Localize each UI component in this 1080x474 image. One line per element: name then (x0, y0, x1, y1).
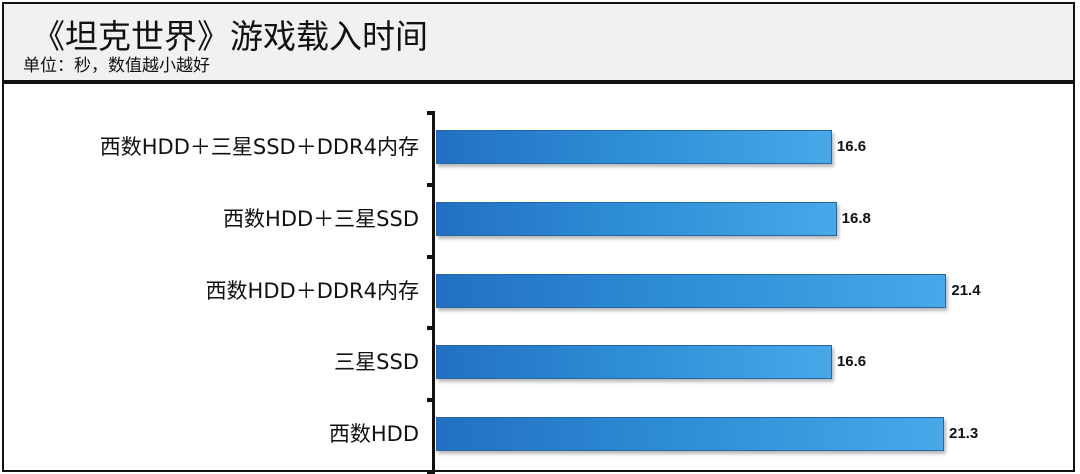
data-label: 16.6 (836, 138, 867, 155)
bar (436, 345, 832, 380)
category-label: 西数HDD＋三星SSD＋DDR4内存 (99, 135, 419, 159)
category-label: 西数HDD＋三星SSD (223, 206, 419, 231)
y-axis-tick (427, 111, 435, 115)
chart-subtitle: 单位：秒，数值越小越好 (23, 56, 210, 76)
y-axis-tick (427, 326, 435, 331)
bar (436, 130, 832, 164)
category-label: 西数HDD (328, 422, 419, 447)
data-label: 16.8 (841, 209, 871, 227)
y-axis-line (432, 111, 435, 471)
bar (436, 273, 947, 308)
bar (436, 201, 837, 236)
bar (436, 417, 944, 452)
chart-title: 《坦克世界》游戏载入时间 (32, 17, 428, 56)
y-axis-tick (427, 398, 435, 403)
category-label: 三星SSD (334, 350, 419, 375)
chart-header: 《坦克世界》游戏载入时间 单位：秒，数值越小越好 (4, 4, 1073, 84)
data-label: 21.4 (951, 281, 981, 299)
y-axis-tick (427, 470, 435, 474)
data-label: 16.6 (836, 353, 867, 371)
y-axis-tick (427, 182, 435, 187)
data-label: 21.3 (949, 425, 979, 443)
category-label: 西数HDD＋DDR4内存 (205, 278, 419, 303)
y-axis-tick (427, 254, 435, 259)
